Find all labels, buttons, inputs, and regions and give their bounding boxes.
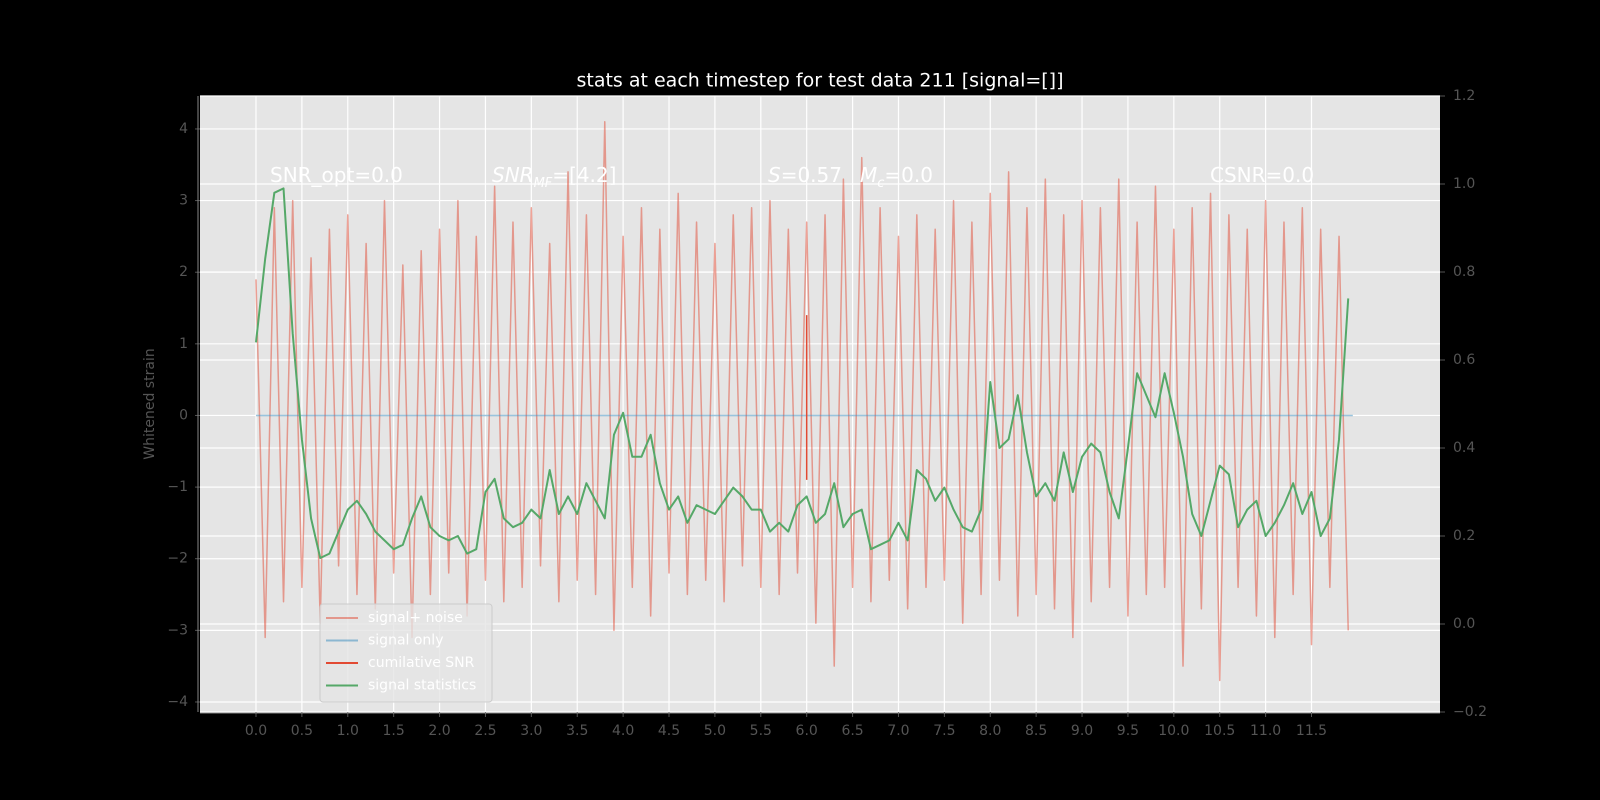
annotation-part: M (860, 163, 877, 187)
y-axis-label: Whitened strain (142, 348, 158, 459)
y2-tick-label: 1.2 (1453, 88, 1475, 104)
x-tick-label: 9.5 (1117, 723, 1139, 739)
x-tick-label: 3.0 (520, 723, 542, 739)
y2-tick-label: 0.6 (1453, 352, 1475, 368)
y2-tick-label: 0.8 (1453, 264, 1475, 280)
x-tick-label: 4.0 (612, 723, 634, 739)
y2-tick-label: 0.0 (1453, 616, 1475, 632)
x-tick-label: 6.5 (841, 723, 863, 739)
series-line (254, 187, 1350, 559)
annotation-part: MF (534, 176, 553, 191)
x-tick-label: 10.5 (1204, 723, 1235, 739)
annotation-part: c (877, 176, 884, 191)
x-tick-label: 5.0 (704, 723, 726, 739)
y-tick-label: −3 (167, 622, 188, 638)
x-tick-label: 4.5 (658, 723, 680, 739)
y-tick-label: −1 (167, 479, 188, 495)
annotation-part: CSNR=0.0 (1210, 163, 1314, 187)
annotation-part: =0.0 (884, 163, 933, 187)
x-tick-label: 8.0 (979, 723, 1001, 739)
legend-label: signal statistics (368, 678, 476, 694)
legend-label: cumilative SNR (368, 655, 475, 671)
x-tick-label: 0.5 (291, 723, 313, 739)
annotation: S=0.57 (768, 163, 842, 187)
y-tick-label: −2 (167, 551, 188, 567)
y2-tick-label: 1.0 (1453, 176, 1475, 192)
x-tick-label: 11.5 (1296, 723, 1327, 739)
y-tick-label: 2 (179, 264, 188, 280)
y-tick-label: 3 (179, 193, 188, 209)
annotation-part: SNR (492, 163, 534, 187)
legend-box (319, 603, 493, 703)
annotation-part: SNR_opt=0.0 (270, 163, 403, 187)
x-tick-label: 1.0 (337, 723, 359, 739)
y-tick-label: 0 (179, 407, 188, 423)
x-tick-label: 7.0 (887, 723, 909, 739)
x-tick-label: 6.0 (796, 723, 818, 739)
x-tick-label: 11.0 (1250, 723, 1281, 739)
x-tick-label: 3.5 (566, 723, 588, 739)
y-tick-label: 4 (179, 121, 188, 137)
annotation: Mc=0.0 (860, 163, 933, 192)
y2-tick-label: −0.2 (1453, 704, 1487, 720)
annotation-part: S (768, 163, 781, 187)
legend-label: signal+ noise (368, 610, 463, 626)
annotation: CSNR=0.0 (1210, 163, 1314, 187)
x-tick-label: 5.5 (750, 723, 772, 739)
series-line (255, 121, 1349, 682)
x-tick-label: 2.0 (428, 723, 450, 739)
x-tick-label: 2.5 (474, 723, 496, 739)
x-tick-label: 9.0 (1071, 723, 1093, 739)
x-tick-label: 8.5 (1025, 723, 1047, 739)
x-tick-label: 10.0 (1158, 723, 1189, 739)
annotation-part: =0.57 (781, 163, 842, 187)
x-tick-label: 7.5 (933, 723, 955, 739)
annotation-part: =[4.2] (552, 163, 616, 187)
y2-tick-label: 0.4 (1453, 440, 1475, 456)
chart-title: stats at each timestep for test data 211… (576, 70, 1063, 92)
annotation: SNRMF=[4.2] (492, 163, 616, 192)
x-tick-label: 1.5 (383, 723, 405, 739)
y-tick-label: −4 (167, 694, 188, 710)
y2-tick-label: 0.2 (1453, 528, 1475, 544)
annotation: SNR_opt=0.0 (270, 163, 403, 187)
y-tick-label: 1 (179, 336, 188, 352)
x-tick-label: 0.0 (245, 723, 267, 739)
legend-label: signal only (368, 633, 443, 649)
